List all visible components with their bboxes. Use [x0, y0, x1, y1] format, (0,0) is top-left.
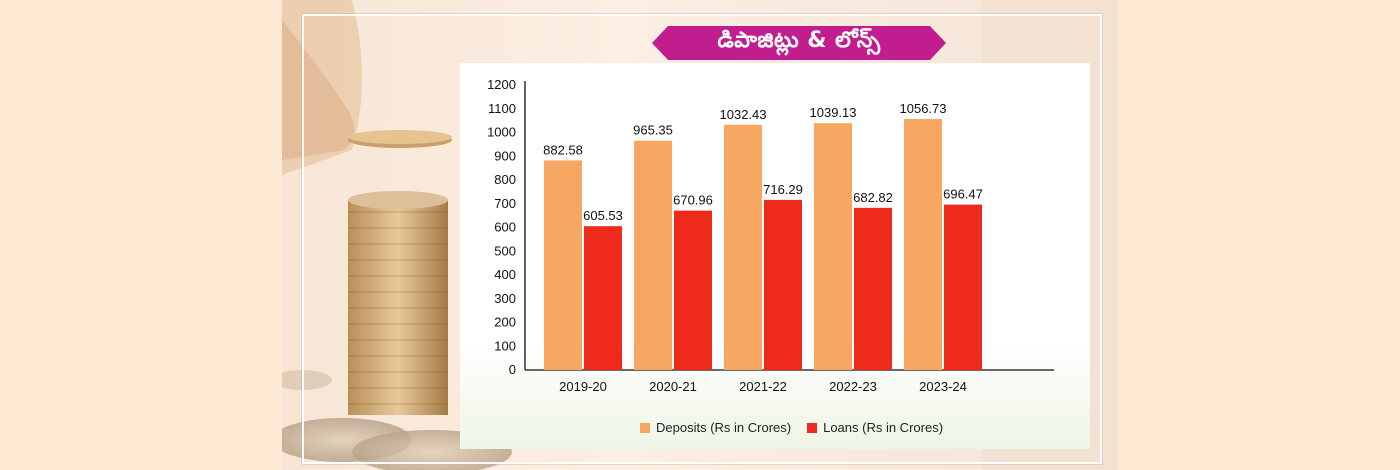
legend-item-deposits: Deposits (Rs in Crores)	[640, 420, 791, 435]
y-tick-label: 0	[509, 362, 516, 377]
legend-label-deposits: Deposits (Rs in Crores)	[656, 420, 792, 435]
legend-label-loans: Loans (Rs in Crores)	[823, 420, 944, 435]
loans-data-label: 670.96	[673, 193, 713, 208]
y-tick-label: 1000	[487, 125, 516, 140]
y-tick-label: 300	[494, 291, 516, 306]
chart-title: డిపాజిట్లు & లోన్స్	[717, 28, 881, 53]
deposits-bar	[904, 119, 942, 370]
deposits-bar	[634, 140, 672, 370]
x-tick-label: 2021-22	[739, 379, 787, 394]
y-tick-label: 900	[494, 148, 516, 163]
legend-swatch-deposits	[640, 422, 650, 433]
deposits-data-label: 1056.73	[900, 101, 947, 116]
loans-data-label: 696.47	[943, 187, 983, 202]
x-tick-label: 2022-23	[829, 379, 877, 394]
y-tick-label: 1200	[487, 77, 516, 92]
loans-bar	[854, 207, 892, 370]
y-tick-label: 500	[494, 243, 516, 258]
legend-item-loans: Loans (Rs in Crores)	[807, 420, 943, 435]
loans-bar	[944, 204, 982, 370]
y-tick-label: 800	[494, 172, 516, 187]
deposits-data-label: 965.35	[633, 123, 673, 138]
y-tick-label: 1100	[488, 101, 516, 116]
deposits-bar	[724, 124, 762, 370]
photo-frame	[302, 14, 1102, 464]
deposits-bar	[814, 123, 852, 370]
x-tick-label: 2020-21	[649, 379, 697, 394]
loans-bar	[764, 199, 802, 370]
deposits-bar	[544, 160, 582, 370]
legend-swatch-loans	[807, 422, 818, 433]
loans-bar	[674, 210, 712, 370]
y-tick-label: 700	[494, 196, 516, 211]
y-tick-label: 200	[494, 315, 516, 330]
y-tick-label: 600	[494, 220, 516, 235]
deposits-data-label: 882.58	[543, 142, 583, 157]
y-tick-label: 100	[494, 338, 516, 353]
loans-data-label: 682.82	[853, 190, 893, 205]
title-banner: డిపాజిట్లు & లోన్స్	[652, 26, 946, 60]
chart-card: 0 100 200 300 400 500 600 700 800 900 1000 1100 1200…	[460, 63, 1090, 449]
chart-legend: Deposits (Rs in Crores) Loans (Rs in Cro…	[640, 420, 943, 435]
loans-data-label: 605.53	[583, 208, 623, 223]
loans-bar	[584, 226, 622, 370]
x-tick-label: 2019-20	[559, 379, 607, 394]
bar-chart: 0 100 200 300 400 500 600 700 800 900 1000 1100 1200…	[487, 77, 1054, 394]
loans-data-label: 716.29	[763, 182, 803, 197]
deposits-data-label: 1039.13	[810, 105, 857, 120]
deposits-data-label: 1032.43	[720, 107, 767, 122]
y-tick-label: 400	[494, 267, 516, 282]
x-tick-label: 2023-24	[919, 379, 967, 394]
